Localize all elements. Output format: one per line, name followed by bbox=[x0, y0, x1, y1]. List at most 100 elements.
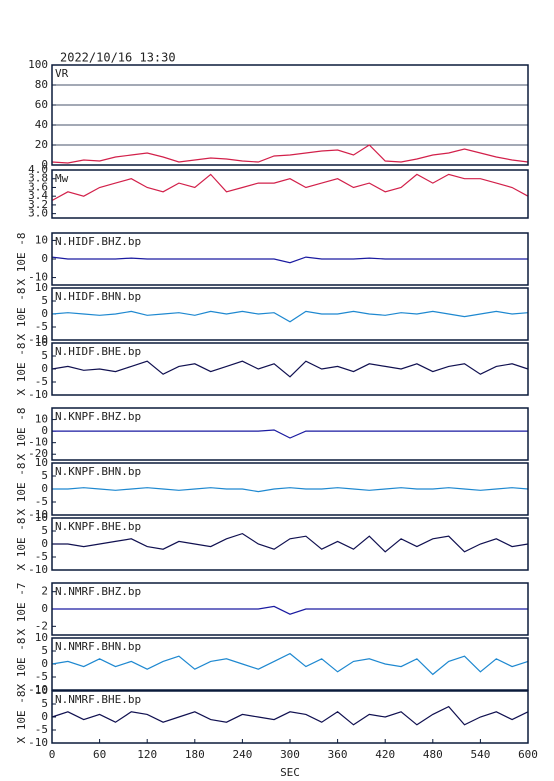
y-tick-label: 10 bbox=[35, 511, 48, 524]
x-axis-label: SEC bbox=[280, 766, 300, 779]
y-tick-label: 0 bbox=[41, 424, 48, 437]
trace bbox=[52, 532, 529, 553]
y-tick-label: 0 bbox=[41, 602, 48, 615]
panel-frame bbox=[51, 169, 529, 219]
x-tick-label: 60 bbox=[93, 748, 106, 761]
trace bbox=[52, 429, 528, 439]
panel-label: N.KNPF.BHN.bp bbox=[55, 465, 141, 478]
y-tick-label: 5 bbox=[41, 469, 48, 482]
trace bbox=[51, 705, 529, 726]
y-tick-label: 10 bbox=[35, 413, 48, 426]
y-tick-label: -10 bbox=[28, 563, 48, 576]
y-tick-label: -10 bbox=[28, 736, 48, 749]
panel-label: Mw bbox=[55, 172, 69, 185]
y-tick-label: 4.0 bbox=[28, 163, 48, 176]
panel-frame bbox=[51, 232, 529, 286]
y-axis-label: X 10E -8 bbox=[15, 343, 28, 396]
chart-title: 2022/10/16 13:30 bbox=[60, 51, 176, 65]
y-tick-label: 3.8 bbox=[28, 172, 48, 185]
panel-label: N.HIDF.BHZ.bp bbox=[55, 235, 141, 248]
panel-label: N.HIDF.BHN.bp bbox=[55, 290, 141, 303]
x-tick-label: 480 bbox=[423, 748, 443, 761]
y-tick-label: -10 bbox=[28, 683, 48, 696]
y-tick-label: 60 bbox=[35, 98, 48, 111]
panel-label: VR bbox=[55, 67, 69, 80]
y-tick-label: 40 bbox=[35, 118, 48, 131]
panel-label: N.KNPF.BHZ.bp bbox=[55, 410, 141, 423]
y-axis-label: X 10E -8 bbox=[15, 463, 28, 516]
y-tick-label: -5 bbox=[35, 375, 48, 388]
trace bbox=[51, 173, 529, 202]
panel-frame bbox=[51, 342, 529, 396]
y-tick-label: 3.6 bbox=[28, 180, 48, 193]
panel-frame bbox=[51, 64, 529, 166]
trace bbox=[52, 605, 528, 615]
y-tick-label: -2 bbox=[35, 619, 48, 632]
x-tick-label: 0 bbox=[49, 748, 56, 761]
y-tick-label: 0 bbox=[41, 710, 48, 723]
panel-label: N.HIDF.BHE.bp bbox=[55, 345, 141, 358]
y-tick-label: -10 bbox=[28, 508, 48, 521]
y-tick-label: 10 bbox=[35, 684, 48, 697]
y-tick-label: -10 bbox=[28, 271, 48, 284]
trace bbox=[52, 487, 529, 493]
x-tick-label: 540 bbox=[470, 748, 490, 761]
y-tick-label: 0 bbox=[41, 252, 48, 265]
trace bbox=[51, 360, 529, 378]
y-tick-label: 0 bbox=[41, 537, 48, 550]
y-tick-label: 3.2 bbox=[28, 198, 48, 211]
y-tick-label: 100 bbox=[28, 58, 48, 71]
y-axis-label: X 10E -8 bbox=[15, 408, 28, 461]
y-tick-label: 80 bbox=[35, 78, 48, 91]
y-tick-label: 5 bbox=[41, 697, 48, 710]
y-tick-label: -5 bbox=[35, 320, 48, 333]
trace bbox=[51, 256, 528, 264]
y-tick-label: -5 bbox=[35, 550, 48, 563]
panel-label: N.KNPF.BHE.bp bbox=[55, 520, 141, 533]
y-tick-label: 0 bbox=[41, 657, 48, 670]
y-axis-label: X 10E -8 bbox=[15, 288, 28, 341]
panel-label: N.NMRF.BHZ.bp bbox=[55, 585, 141, 598]
panel-label: N.NMRF.BHN.bp bbox=[55, 640, 141, 653]
x-tick-label: 300 bbox=[280, 748, 300, 761]
y-tick-label: 10 bbox=[35, 631, 48, 644]
y-tick-label: 10 bbox=[35, 233, 48, 246]
y-tick-label: 10 bbox=[35, 281, 48, 294]
y-axis-label: X 10E -8 bbox=[15, 691, 28, 744]
y-tick-label: 10 bbox=[35, 456, 48, 469]
y-tick-label: -10 bbox=[28, 388, 48, 401]
y-tick-label: -5 bbox=[35, 670, 48, 683]
trace bbox=[51, 652, 529, 676]
x-tick-label: 180 bbox=[185, 748, 205, 761]
x-tick-label: 120 bbox=[137, 748, 157, 761]
y-tick-label: -20 bbox=[28, 447, 48, 460]
y-tick-label: 0 bbox=[41, 362, 48, 375]
y-tick-label: -10 bbox=[28, 333, 48, 346]
panel-frame bbox=[51, 407, 529, 461]
x-tick-label: 240 bbox=[232, 748, 252, 761]
y-tick-label: 3.0 bbox=[28, 207, 48, 220]
panel-frame bbox=[51, 637, 529, 691]
y-tick-label: -10 bbox=[28, 436, 48, 449]
y-axis-label: X 10E -8 bbox=[15, 233, 28, 286]
x-tick-label: 420 bbox=[375, 748, 395, 761]
x-tick-label: 600 bbox=[518, 748, 538, 761]
panel-frame bbox=[51, 462, 529, 516]
y-tick-label: 0 bbox=[41, 482, 48, 495]
trace bbox=[51, 310, 529, 323]
y-tick-label: -5 bbox=[35, 495, 48, 508]
y-tick-label: -5 bbox=[35, 723, 48, 736]
y-tick-label: 0 bbox=[41, 307, 48, 320]
panel-frame bbox=[51, 517, 529, 571]
y-tick-label: 10 bbox=[35, 336, 48, 349]
y-tick-label: 5 bbox=[41, 349, 48, 362]
y-tick-label: 5 bbox=[41, 644, 48, 657]
panel-frame bbox=[51, 582, 529, 636]
panel-label: N.NMRF.BHE.bp bbox=[55, 693, 141, 706]
y-tick-label: 20 bbox=[35, 138, 48, 151]
y-axis-label: X 10E -8 bbox=[15, 518, 28, 571]
y-tick-label: 3.4 bbox=[28, 189, 48, 202]
trace bbox=[51, 144, 529, 164]
y-tick-label: 0 bbox=[41, 158, 48, 171]
